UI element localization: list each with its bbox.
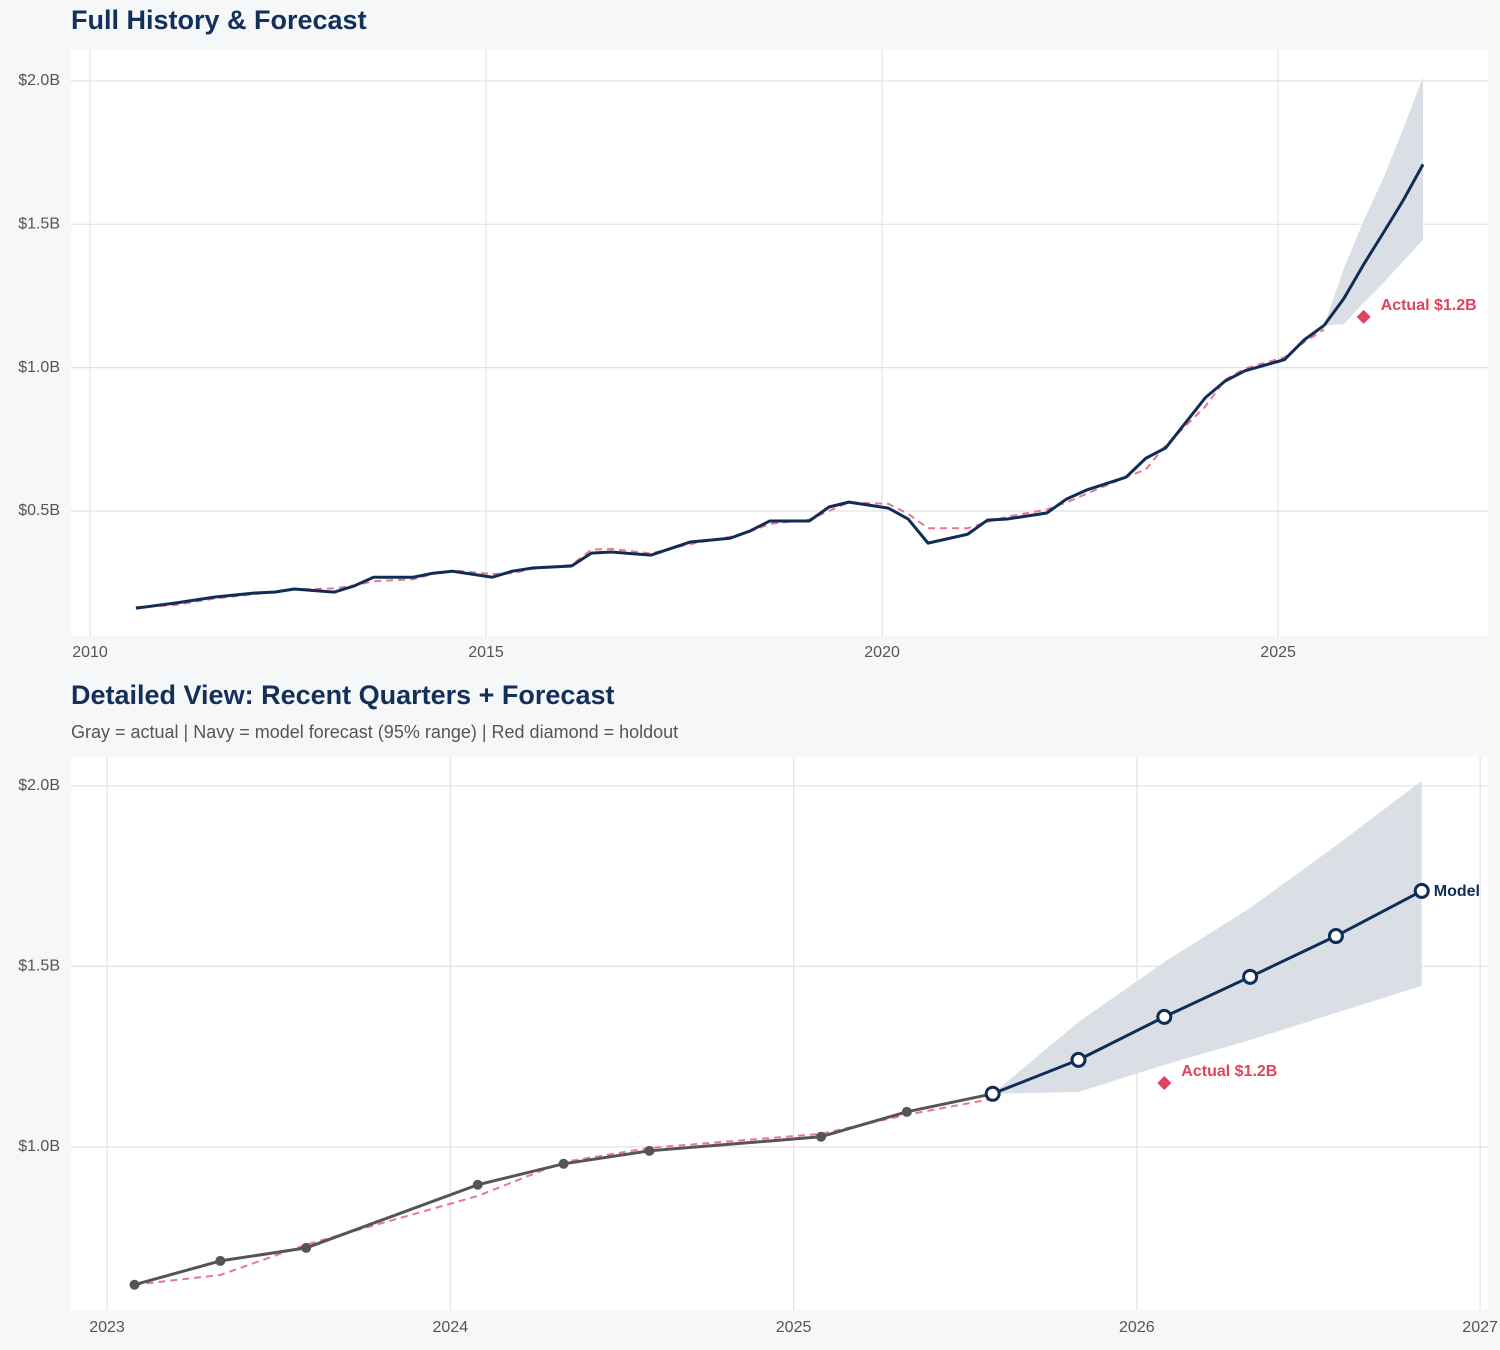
forecast-band <box>992 780 1422 1094</box>
data-point <box>1413 882 1430 899</box>
series-line <box>135 324 1325 610</box>
annotation-label: Actual $1.2B <box>1381 297 1477 314</box>
data-point <box>816 1131 827 1142</box>
data-point <box>1327 928 1344 945</box>
annotation-label: Actual $1.2B <box>1181 1063 1277 1080</box>
y-tick-label: $1.0B <box>18 1138 60 1155</box>
y-tick-label: $1.5B <box>18 958 60 975</box>
chart-title: Detailed View: Recent Quarters + Forecas… <box>71 680 614 710</box>
data-point <box>558 1158 569 1169</box>
data-point <box>301 1242 312 1253</box>
data-point <box>1156 1008 1173 1025</box>
x-tick-label: 2020 <box>864 644 900 661</box>
y-tick-label: $1.0B <box>18 359 60 376</box>
data-point <box>472 1179 483 1190</box>
data-point <box>901 1106 912 1117</box>
x-tick-label: 2025 <box>776 1319 812 1336</box>
data-point <box>1070 1051 1087 1068</box>
x-tick-label: 2010 <box>72 644 108 661</box>
plot-area <box>71 50 1488 636</box>
y-tick-label: $2.0B <box>18 777 60 794</box>
x-tick-label: 2026 <box>1119 1319 1155 1336</box>
data-point <box>644 1145 655 1156</box>
x-tick-label: 2015 <box>468 644 504 661</box>
series-line <box>1322 163 1425 327</box>
data-point <box>984 1085 1001 1102</box>
data-point <box>129 1279 140 1290</box>
data-point <box>215 1255 226 1266</box>
series-line <box>992 889 1423 1096</box>
chart-title: Full History & Forecast <box>71 5 367 35</box>
chart-subtitle: Gray = actual | Navy = model forecast (9… <box>71 722 678 742</box>
plot-area <box>71 757 1488 1310</box>
x-tick-label: 2023 <box>89 1319 125 1336</box>
x-tick-label: 2025 <box>1260 644 1296 661</box>
holdout-marker <box>1157 1075 1172 1090</box>
y-tick-label: $2.0B <box>18 72 60 89</box>
holdout-marker <box>1356 309 1371 324</box>
forecast-band <box>1324 76 1424 326</box>
y-tick-label: $0.5B <box>18 502 60 519</box>
x-tick-label: 2027 <box>1462 1319 1498 1336</box>
data-point <box>1242 968 1259 985</box>
end-label: Model <box>1434 883 1480 900</box>
x-tick-label: 2024 <box>433 1319 469 1336</box>
y-tick-label: $1.5B <box>18 216 60 233</box>
